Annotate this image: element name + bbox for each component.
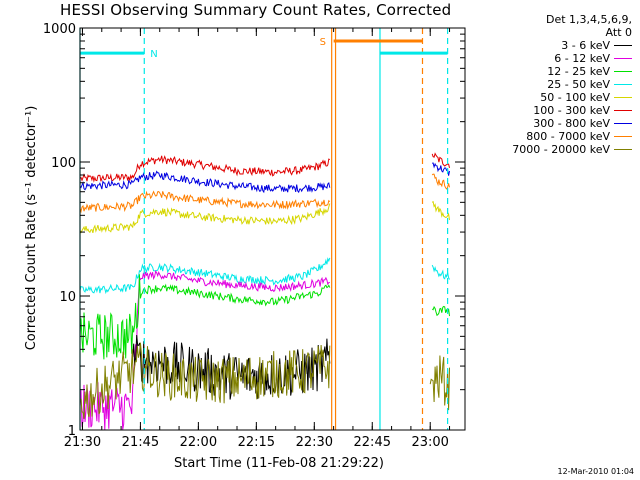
series-line — [79, 257, 450, 295]
legend-item-swatch — [614, 149, 632, 150]
markers-layer — [79, 28, 449, 430]
x-axis-title: Start Time (11-Feb-08 21:29:22) — [174, 456, 384, 471]
legend-header-line2: Att 0 — [605, 26, 632, 39]
legend-item-swatch — [614, 45, 632, 46]
chart-title: HESSI Observing Summary Count Rates, Cor… — [60, 1, 452, 19]
series-layer — [79, 152, 450, 431]
x-tick-label: 22:45 — [354, 435, 391, 450]
legend-header-line1: Det 1,3,4,5,6,9, — [545, 13, 632, 26]
flag-label: S — [320, 37, 326, 48]
y-tick-label: 100 — [51, 156, 76, 171]
legend-item: 100 - 300 keV — [482, 104, 634, 117]
legend-item-label: 3 - 6 keV — [561, 39, 610, 52]
y-tick-label: 1 — [68, 424, 76, 439]
series-line — [79, 269, 330, 431]
flag-label: N — [150, 49, 157, 60]
legend-item-label: 100 - 300 keV — [533, 104, 610, 117]
legend-item-label: 300 - 800 keV — [533, 117, 610, 130]
legend-item-swatch — [614, 110, 632, 111]
y-tick-label: 1000 — [43, 22, 76, 37]
plot-frame — [79, 27, 466, 431]
y-axis-title: Corrected Count Rate (s⁻¹ detector⁻¹) — [24, 106, 39, 351]
x-tick-label: 23:00 — [411, 435, 448, 450]
legend-item: 50 - 100 keV — [482, 91, 634, 104]
legend: Det 1,3,4,5,6,9, Att 0 3 - 6 keV 6 - 12 k… — [482, 13, 634, 156]
legend-item-swatch — [614, 123, 632, 124]
legend-item-label: 800 - 7000 keV — [526, 130, 610, 143]
legend-item-label: 6 - 12 keV — [554, 52, 610, 65]
series-line — [132, 334, 331, 400]
legend-item: 12 - 25 keV — [482, 65, 634, 78]
series-line — [79, 342, 450, 419]
generation-timestamp: 12-Mar-2010 01:04 — [557, 467, 635, 476]
x-tick-label: 21:30 — [64, 435, 101, 450]
flags-layer: NS — [80, 37, 448, 60]
legend-item-swatch — [614, 97, 632, 98]
legend-item-swatch — [614, 136, 632, 137]
legend-item-swatch — [614, 71, 632, 72]
x-tick-label: 22:30 — [296, 435, 333, 450]
legend-item: 3 - 6 keV — [482, 39, 634, 52]
series-line — [79, 173, 450, 214]
x-tick-label: 22:00 — [180, 435, 217, 450]
legend-item-label: 50 - 100 keV — [540, 91, 610, 104]
legend-item-label: 7000 - 20000 keV — [512, 143, 610, 156]
legend-item-label: 12 - 25 keV — [547, 65, 610, 78]
legend-item: 7000 - 20000 keV — [482, 143, 634, 156]
series-line — [79, 200, 450, 234]
legend-header: Det 1,3,4,5,6,9, Att 0 — [482, 13, 634, 39]
legend-item-swatch — [614, 58, 632, 59]
series-line — [79, 162, 450, 194]
legend-item: 800 - 7000 keV — [482, 130, 634, 143]
x-tick-label: 22:15 — [238, 435, 275, 450]
legend-item: 6 - 12 keV — [482, 52, 634, 65]
legend-item: 300 - 800 keV — [482, 117, 634, 130]
y-tick-label: 10 — [59, 290, 76, 305]
series-line — [79, 274, 450, 360]
axes-layer: 21:30 21:45 22:00 22:15 22:30 22:45 23:00 1 10 10… — [43, 22, 466, 450]
legend-item-swatch — [614, 84, 632, 85]
series-line — [79, 152, 450, 183]
x-tick-label: 21:45 — [122, 435, 159, 450]
legend-item: 25 - 50 keV — [482, 78, 634, 91]
legend-item-label: 25 - 50 keV — [547, 78, 610, 91]
